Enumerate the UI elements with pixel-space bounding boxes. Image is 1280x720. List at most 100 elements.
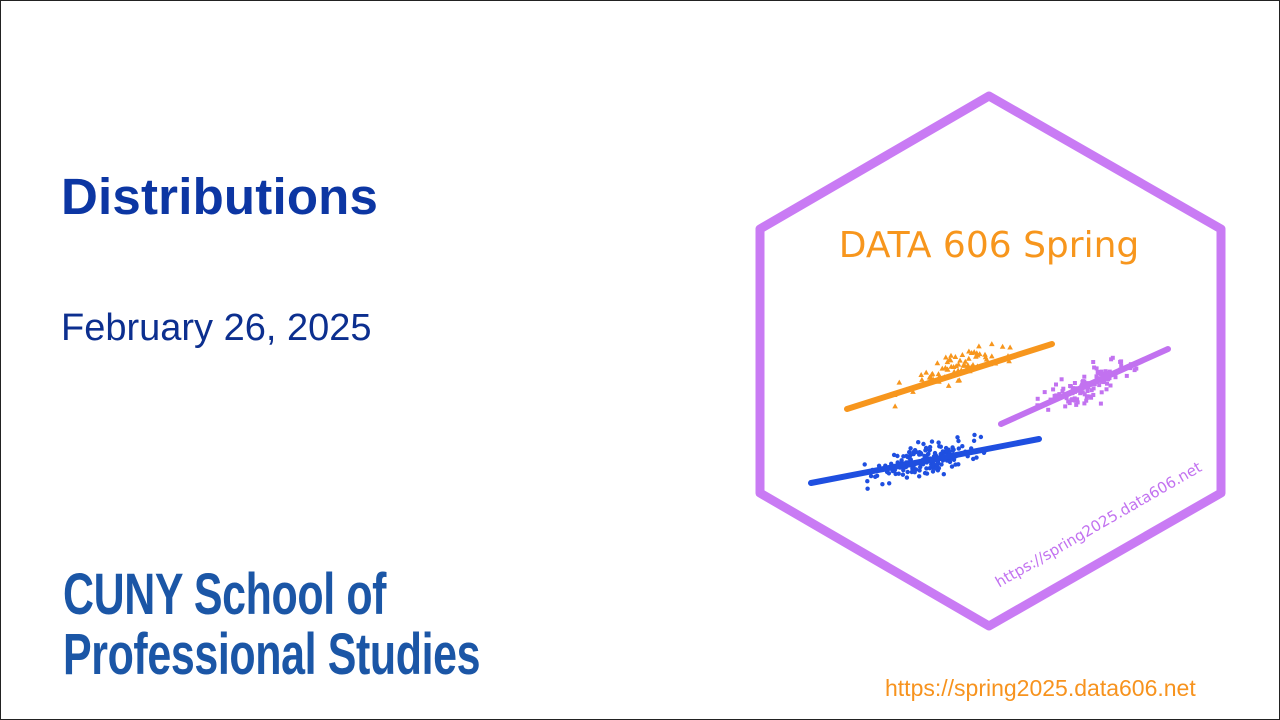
scatter-point: [966, 355, 972, 361]
scatter-point: [1060, 389, 1065, 394]
scatter-point: [922, 470, 928, 476]
scatter-point: [953, 363, 959, 369]
course-hex-logo: DATA 606 Spring https://spring2025.data6…: [755, 91, 1226, 631]
scatter-point: [908, 453, 913, 458]
scatter-point: [918, 464, 923, 470]
scatter-point: [976, 343, 982, 349]
scatter-point: [935, 462, 940, 467]
scatter-point: [1106, 377, 1111, 382]
scatter-point: [1084, 398, 1089, 403]
scatter-point: [944, 448, 949, 453]
scatter-point: [945, 382, 952, 388]
scatter-point: [1091, 360, 1096, 364]
scatter-point: [936, 440, 941, 445]
scatter-point: [944, 366, 950, 372]
scatter-point: [1103, 369, 1108, 374]
scatter-point: [912, 470, 917, 475]
blue-trend-line: [808, 436, 1042, 486]
scatter-point: [1070, 386, 1075, 391]
scatter-point: [956, 446, 961, 451]
scatter-point: [944, 359, 951, 365]
scatter-point: [1078, 391, 1083, 396]
scatter-point: [862, 462, 867, 467]
scatter-point: [901, 467, 906, 473]
scatter-point: [1046, 407, 1051, 412]
scatter-point: [1070, 397, 1075, 402]
scatter-point: [941, 472, 946, 477]
scatter-point: [972, 432, 977, 438]
scatter-point: [1035, 396, 1040, 401]
scatter-point: [1094, 366, 1099, 371]
scatter-point: [950, 448, 956, 453]
hex-course-label: DATA 606 Spring: [839, 225, 1140, 266]
scatter-point: [1104, 387, 1109, 392]
scatter-point: [908, 446, 913, 451]
scatter-point: [1098, 401, 1103, 406]
scatter-point: [1102, 371, 1107, 376]
scatter-point: [927, 447, 933, 453]
scatter-point: [1105, 381, 1109, 386]
scatter-point: [1113, 375, 1118, 380]
scatter-point: [956, 438, 961, 444]
purple-trend-line: [998, 346, 1171, 427]
scatter-point: [923, 448, 928, 453]
scatter-point: [989, 353, 995, 359]
scatter-point: [929, 370, 936, 376]
scatter-point: [989, 341, 995, 347]
scatter-point: [959, 352, 966, 357]
scatter-point: [1073, 398, 1078, 403]
scatter-point: [911, 450, 916, 455]
scatter-point: [919, 376, 925, 382]
organization-line-2: Professional Studies: [63, 622, 481, 687]
scatter-point: [880, 482, 885, 487]
scatter-point: [911, 465, 916, 471]
scatter-point: [916, 440, 921, 445]
scatter-point: [1007, 344, 1013, 350]
scatter-point: [900, 472, 906, 477]
scatter-point: [901, 454, 906, 459]
scatter-point: [917, 468, 922, 473]
scatter-point: [899, 458, 904, 463]
scatter-point: [948, 352, 954, 358]
scatter-point: [1082, 374, 1087, 379]
scatter-point: [1061, 386, 1066, 391]
scatter-point: [1057, 392, 1062, 397]
scatter-point: [904, 475, 910, 480]
scatter-point: [947, 357, 954, 363]
scatter-point: [1089, 395, 1094, 400]
scatter-point: [1072, 381, 1077, 385]
scatter-point: [974, 455, 979, 460]
scatter-point: [973, 353, 979, 359]
scatter-point: [926, 374, 933, 380]
scatter-point: [1082, 392, 1087, 397]
scatter-point: [978, 434, 984, 440]
scatter-point: [873, 474, 878, 479]
scatter-point: [1132, 368, 1137, 373]
scatter-point: [1099, 369, 1104, 374]
scatter-point: [934, 360, 941, 366]
slide-date: February 26, 2025: [61, 307, 372, 349]
footer-url-link[interactable]: https://spring2025.data606.net: [885, 675, 1196, 701]
scatter-point: [955, 435, 960, 440]
scatter-point: [957, 357, 963, 363]
scatter-point: [983, 356, 990, 362]
scatter-point: [905, 469, 910, 475]
scatter-point: [865, 479, 870, 484]
orange-trend-line: [844, 341, 1055, 412]
scatter-point: [1100, 379, 1105, 384]
scatter-point: [962, 358, 969, 364]
scatter-point: [1109, 357, 1114, 362]
scatter-point: [1064, 396, 1069, 401]
scatter-point: [939, 462, 944, 467]
scatter-point: [886, 471, 892, 476]
scatter-point: [921, 441, 926, 447]
scatter-point: [1124, 373, 1129, 378]
organization-logo: CUNY School of Professional Studies: [63, 565, 481, 687]
scatter-point: [1059, 377, 1064, 382]
scatter-point: [1099, 390, 1104, 395]
scatter-point: [910, 388, 916, 394]
scatter-point: [1119, 359, 1124, 364]
scatter-point: [868, 473, 874, 479]
scatter-point: [982, 351, 988, 357]
